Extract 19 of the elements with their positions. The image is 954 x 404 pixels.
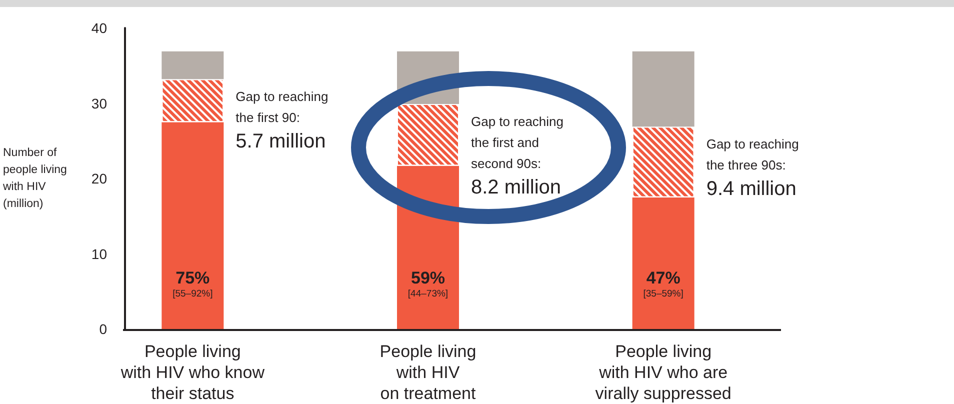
y-axis-title: Number of people living with HIV (million): [2, 147, 67, 210]
bar: [162, 122, 224, 329]
bar: [632, 51, 694, 127]
bar: [162, 51, 224, 80]
annotation: Gap to reaching the first and second 90s: 8.2 million: [471, 114, 564, 199]
annotation: Gap to reaching the three 90s: 9.4 million: [706, 136, 799, 200]
y-tick-label: 40: [91, 20, 108, 36]
x-tick-label: People living with HIV who are virally suppressed: [595, 342, 732, 403]
bar: [632, 197, 694, 329]
y-tick-label: 20: [91, 170, 108, 186]
x-tick-label: People living with HIV on treatment: [380, 342, 476, 403]
x-tick-label: People living with HIV who know their status: [120, 342, 266, 403]
annotation: 59% [44–73%]: [408, 268, 448, 300]
annotation: Gap to reaching the first 90: 5.7 million: [236, 89, 328, 153]
annotation: 47% [35–59%]: [643, 268, 684, 300]
y-tick-label: 10: [91, 246, 108, 262]
y-tick-label: 30: [91, 95, 108, 112]
y-tick-label: 0: [99, 321, 108, 337]
annotation: 75% [55–92%]: [172, 268, 213, 300]
